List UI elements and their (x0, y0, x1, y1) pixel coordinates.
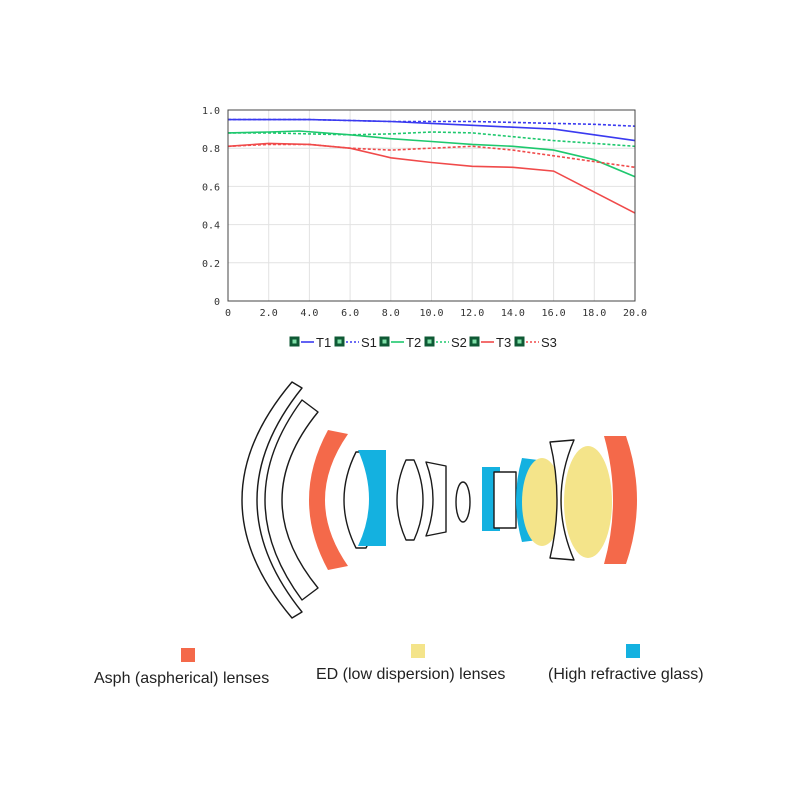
legend-item-t2: T2 (379, 335, 421, 350)
lens-element-high-refractive-3 (516, 458, 538, 542)
asph-swatch (181, 648, 195, 662)
series-line-s3 (227, 143, 636, 169)
legend-label: T3 (496, 335, 511, 350)
high-refractive-swatch (626, 644, 640, 658)
plot-frame (227, 109, 636, 302)
y-tick-label: 0.8 (202, 144, 220, 155)
series-line-s2 (228, 131, 636, 148)
x-tick-label: 6.0 (341, 308, 359, 319)
x-tick-label: 2.0 (260, 308, 278, 319)
lens-element-asph-2 (604, 436, 637, 564)
x-tick-label: 20.0 (623, 308, 647, 319)
x-tick-label: 0 (225, 308, 231, 319)
lens-element-13 (549, 439, 575, 561)
x-tick-label: 8.0 (382, 308, 400, 319)
legend-marker-core (517, 339, 522, 344)
x-tick-label: 18.0 (582, 308, 606, 319)
series-lines (227, 118, 636, 214)
chart-legend: T1 S1 T2 S2 T3 S3 (289, 335, 557, 350)
legend-item-s2: S2 (424, 335, 467, 350)
legend-label: S3 (541, 335, 557, 350)
lens-element-7 (425, 461, 447, 537)
lens-element-6 (396, 459, 424, 541)
y-tick-label: 1.0 (202, 106, 220, 117)
legend-marker-core (427, 339, 432, 344)
lens-element-ed-1 (522, 458, 562, 546)
lens-element-10 (493, 471, 517, 529)
lens-construction-diagram (241, 381, 637, 619)
legend-label: T2 (406, 335, 421, 350)
series-line-t2 (227, 130, 636, 178)
lens-type-legend: Asph (aspherical) lenses ED (low dispers… (0, 642, 800, 702)
legend-label: T1 (316, 335, 331, 350)
grid (228, 110, 635, 301)
high-refractive-label: (High refractive glass) (548, 666, 704, 683)
legend-marker-core (382, 339, 387, 344)
lens-element-ed-2 (564, 446, 612, 558)
y-tick-label: 0 (214, 297, 220, 308)
legend-item-s3: S3 (514, 335, 557, 350)
x-tick-labels: 0 2.0 4.0 6.0 8.0 10.0 12.0 14.0 16.0 18.0 20.0 (225, 308, 647, 319)
y-tick-label: 0.2 (202, 259, 220, 270)
series-line-s1 (228, 118, 636, 127)
lens-element-8 (455, 481, 471, 523)
legend-item-s1: S1 (334, 335, 377, 350)
ed-label: ED (low dispersion) lenses (316, 666, 506, 683)
lens-element-2 (264, 399, 319, 601)
x-tick-label: 4.0 (300, 308, 318, 319)
legend-item-t3: T3 (469, 335, 511, 350)
lens-element-high-refractive-1 (358, 450, 386, 546)
ed-swatch (411, 644, 425, 658)
legend-marker-core (472, 339, 477, 344)
x-tick-label: 12.0 (460, 308, 484, 319)
x-tick-label: 10.0 (419, 308, 443, 319)
y-tick-label: 0.6 (202, 182, 220, 193)
legend-marker-core (337, 339, 342, 344)
lens-element-asph-1 (309, 430, 348, 570)
legend-label: S1 (361, 335, 377, 350)
legend-marker-core (292, 339, 297, 344)
legend-item-t1: T1 (289, 335, 331, 350)
y-tick-label: 0.4 (202, 221, 220, 232)
lens-element-1 (241, 381, 303, 619)
x-tick-label: 14.0 (501, 308, 525, 319)
asph-label: Asph (aspherical) lenses (94, 670, 270, 687)
legend-label: S2 (451, 335, 467, 350)
x-tick-label: 16.0 (542, 308, 566, 319)
y-tick-labels: 0 0.2 0.4 0.6 0.8 1.0 (202, 106, 220, 308)
mtf-chart: 0 2.0 4.0 6.0 8.0 10.0 12.0 14.0 16.0 18.0 20.0 00… (202, 106, 647, 350)
